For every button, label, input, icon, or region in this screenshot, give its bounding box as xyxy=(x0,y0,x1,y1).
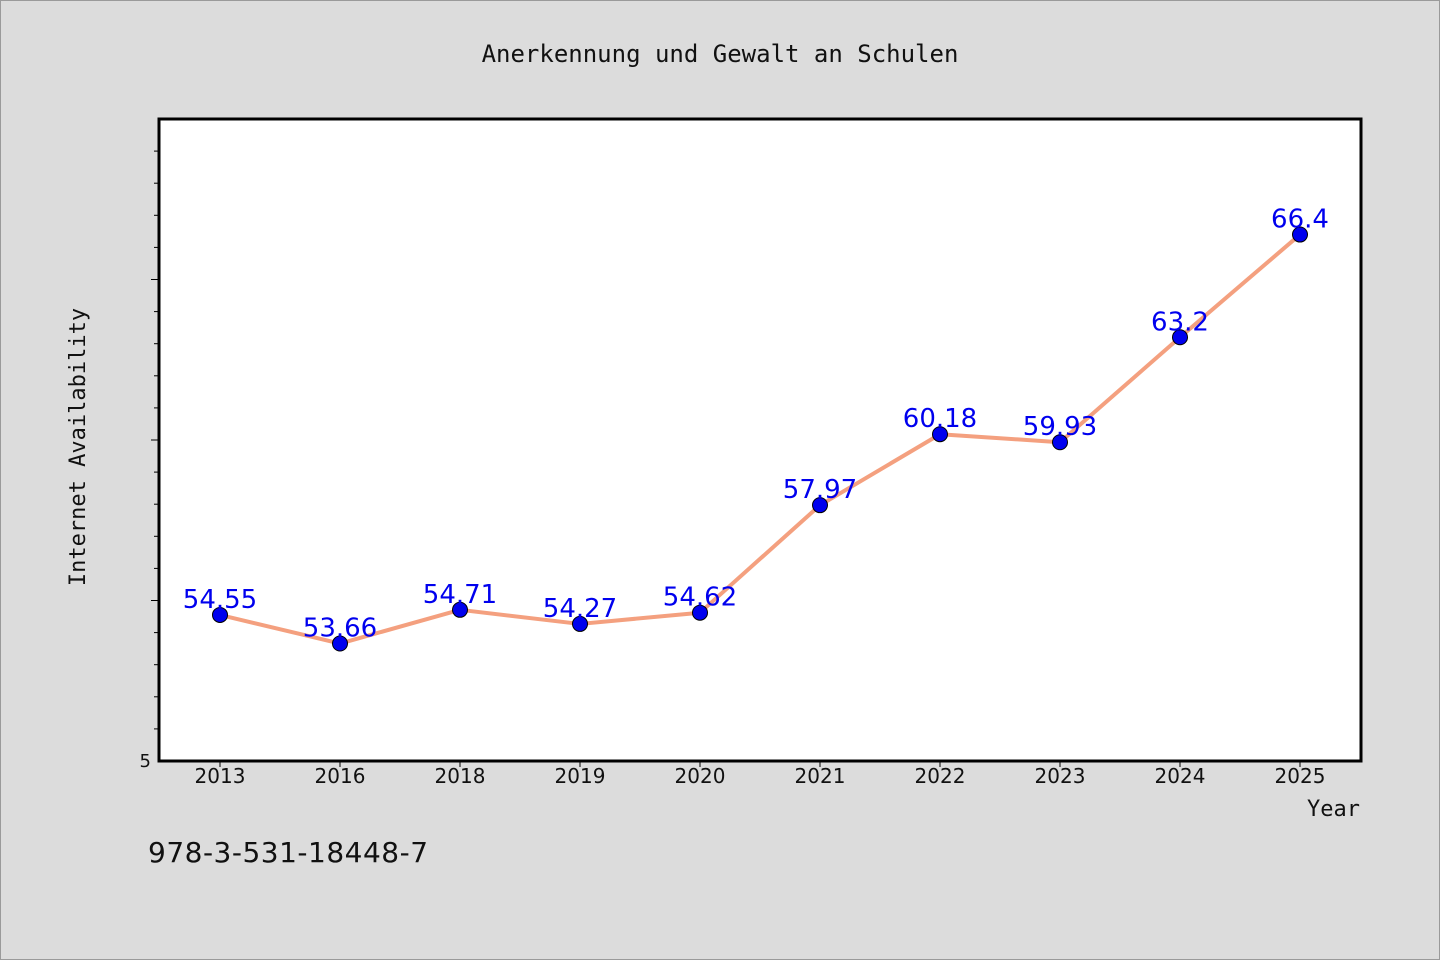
y-axis-ticks xyxy=(151,150,159,730)
x-tick-label: 2016 xyxy=(315,764,366,788)
isbn-label: 978-3-531-18448-7 xyxy=(148,836,429,869)
data-point-marker xyxy=(812,497,828,514)
data-point-marker xyxy=(1292,226,1308,243)
x-tick-label: 2013 xyxy=(195,764,246,788)
x-tick-label: 2019 xyxy=(555,764,606,788)
data-point-marker xyxy=(332,635,348,652)
data-point-marker xyxy=(212,606,228,623)
x-tick-label: 2022 xyxy=(915,764,966,788)
data-point-marker xyxy=(1172,329,1188,346)
data-label: 59.93 xyxy=(1023,412,1097,442)
x-axis-tick-labels: 2013 2016 2018 2019 2020 2021 2022 2023 2024 2025 xyxy=(195,764,1326,788)
series-line xyxy=(218,232,1302,646)
y-tick-label: 5 xyxy=(140,751,151,772)
data-label: 63.2 xyxy=(1151,307,1209,337)
x-tick-label: 2023 xyxy=(1035,764,1086,788)
data-label: 54.27 xyxy=(543,594,617,624)
chart-title: Anerkennung und Gewalt an Schulen xyxy=(482,40,959,68)
x-tick-label: 2020 xyxy=(675,764,726,788)
x-axis-label: Year xyxy=(1307,797,1360,822)
data-point-marker xyxy=(932,426,948,443)
data-labels: 54.55 53.66 54.71 54.27 54.62 57.97 60.18 59.93… xyxy=(183,205,1329,644)
y-axis-tick-labels: 5 xyxy=(140,751,151,772)
series-markers xyxy=(212,226,1308,652)
x-tick-label: 2021 xyxy=(795,764,846,788)
x-tick-label: 2018 xyxy=(435,764,486,788)
data-label: 54.71 xyxy=(423,580,497,610)
data-label: 53.66 xyxy=(303,614,377,644)
data-point-marker xyxy=(452,601,468,618)
plot-area xyxy=(157,117,1363,763)
y-axis-label: Internet Availability xyxy=(66,308,91,586)
data-point-marker xyxy=(572,615,588,632)
data-point-marker xyxy=(1052,434,1068,451)
x-tick-label: 2024 xyxy=(1155,764,1206,788)
data-point-marker xyxy=(692,604,708,621)
data-label: 54.55 xyxy=(183,585,257,615)
data-label: 60.18 xyxy=(903,404,977,434)
data-label: 57.97 xyxy=(783,475,857,505)
x-axis-ticks xyxy=(219,761,1301,767)
data-label: 54.62 xyxy=(663,583,737,613)
data-label: 66.4 xyxy=(1271,205,1329,235)
x-tick-label: 2025 xyxy=(1275,764,1326,788)
